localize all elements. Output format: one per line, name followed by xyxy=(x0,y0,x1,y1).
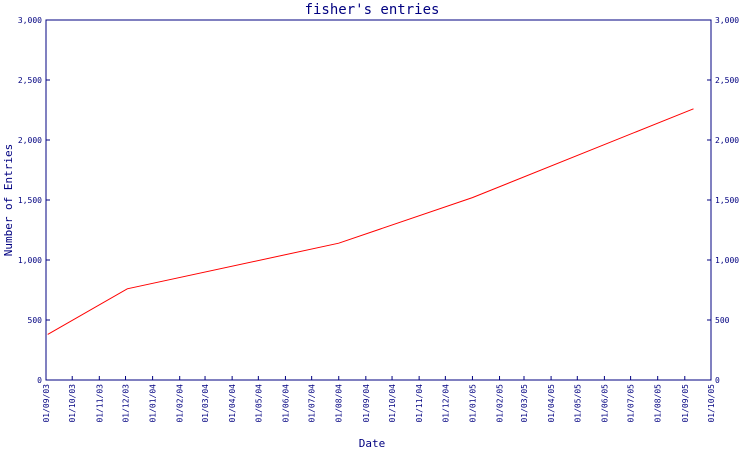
x-tick-label: 01/05/05 xyxy=(573,384,582,423)
x-tick-label: 01/09/05 xyxy=(681,384,690,423)
y-tick-label-right: 2,000 xyxy=(715,136,739,145)
x-tick-label: 01/08/04 xyxy=(335,384,344,423)
y-tick-label-right: 3,000 xyxy=(715,16,739,25)
x-tick-label: 01/01/05 xyxy=(468,384,477,423)
x-tick-label: 01/06/04 xyxy=(281,384,290,423)
y-tick-label-right: 0 xyxy=(715,376,720,385)
x-tick-label: 01/03/04 xyxy=(201,384,210,423)
y-tick-label-right: 2,500 xyxy=(715,76,739,85)
y-tick-label-left: 2,000 xyxy=(18,136,42,145)
x-axis-label: Date xyxy=(359,437,386,450)
chart-title: fisher's entries xyxy=(305,2,440,18)
x-tick-label: 01/09/04 xyxy=(362,384,371,423)
y-tick-label-left: 500 xyxy=(28,316,43,325)
y-tick-label-left: 1,000 xyxy=(18,256,42,265)
plot-frame xyxy=(45,19,712,381)
x-tick-label: 01/04/04 xyxy=(228,384,237,423)
x-tick-label: 01/10/05 xyxy=(707,384,716,423)
x-tick-label: 01/06/05 xyxy=(600,384,609,423)
axes: 0 0 500 500 1,000 1,000 1,500 1,500 2,000 2,000 2,… xyxy=(18,16,739,423)
y-tick-label-right: 1,500 xyxy=(715,196,739,205)
x-tick-label: 01/02/05 xyxy=(496,384,505,423)
y-tick-label-left: 2,500 xyxy=(18,76,42,85)
x-tick-label: 01/07/04 xyxy=(308,384,317,423)
series-line-0 xyxy=(47,108,694,335)
x-tick-label: 01/10/04 xyxy=(388,384,397,423)
x-tick-label: 01/10/03 xyxy=(68,384,77,423)
x-tick-label: 01/02/04 xyxy=(176,384,185,423)
x-tick-label: 01/12/03 xyxy=(122,384,131,423)
x-tick-label: 01/05/04 xyxy=(254,384,263,423)
x-tick-label: 01/04/05 xyxy=(547,384,556,423)
x-tick-label: 01/12/04 xyxy=(441,384,450,423)
x-tick-label: 01/08/05 xyxy=(654,384,663,423)
y-tick-label-right: 500 xyxy=(715,316,730,325)
x-tick-label: 01/11/03 xyxy=(95,384,104,423)
x-tick-label: 01/11/04 xyxy=(415,384,424,423)
x-tick-label: 01/09/03 xyxy=(42,384,51,423)
y-axis-label: Number of Entries xyxy=(2,144,15,257)
x-tick-label: 01/03/05 xyxy=(520,384,529,423)
y-tick-label-left: 0 xyxy=(37,376,42,385)
x-tick-label: 01/07/05 xyxy=(627,384,636,423)
y-tick-label-left: 3,000 xyxy=(18,16,42,25)
y-tick-label-left: 1,500 xyxy=(18,196,42,205)
x-tick-label: 01/01/04 xyxy=(149,384,158,423)
y-tick-label-right: 1,000 xyxy=(715,256,739,265)
plot-area xyxy=(47,108,694,335)
